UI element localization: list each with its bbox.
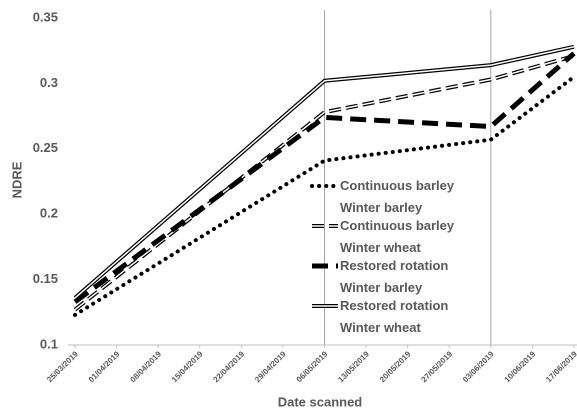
legend-label: Continuous barley Winter barley	[340, 178, 455, 215]
legend-label: Restored rotation Winter barley	[340, 258, 449, 295]
x-tick-label: 27/05/2019	[419, 349, 454, 384]
x-tick-label: 06/05/2019	[295, 349, 330, 384]
series-line	[73, 74, 576, 317]
y-tick-label: 0.15	[33, 271, 58, 286]
x-tick-label: 17/06/2019	[544, 349, 577, 384]
y-tick-label: 0.25	[33, 140, 58, 155]
x-tick-label: 20/05/2019	[378, 349, 413, 384]
series-line	[73, 51, 576, 304]
x-tick-label: 25/03/2019	[45, 349, 80, 384]
x-tick-label: 08/04/2019	[128, 349, 163, 384]
y-tick-label: 0.2	[40, 206, 58, 221]
x-tick-label: 29/04/2019	[253, 349, 288, 384]
x-tick-label: 03/06/2019	[461, 349, 496, 384]
x-tick-label: 22/04/2019	[212, 349, 247, 384]
series-line-inner	[74, 46, 575, 299]
y-tick-label: 0.3	[40, 75, 58, 90]
x-tick-label: 10/06/2019	[503, 349, 538, 384]
y-tick-label: 0.1	[40, 336, 58, 351]
x-tick-label: 01/04/2019	[87, 349, 122, 384]
legend-label: Restored rotation Winter wheat	[340, 298, 449, 335]
legend-label: Continuous barley Winter wheat	[340, 218, 455, 255]
y-tick-label: 0.35	[33, 9, 58, 24]
x-tick-label: 15/04/2019	[170, 349, 205, 384]
x-axis-label: Date scanned	[278, 394, 363, 409]
x-tick-label: 13/05/2019	[336, 349, 371, 384]
y-axis-label: NDRE	[9, 161, 24, 198]
